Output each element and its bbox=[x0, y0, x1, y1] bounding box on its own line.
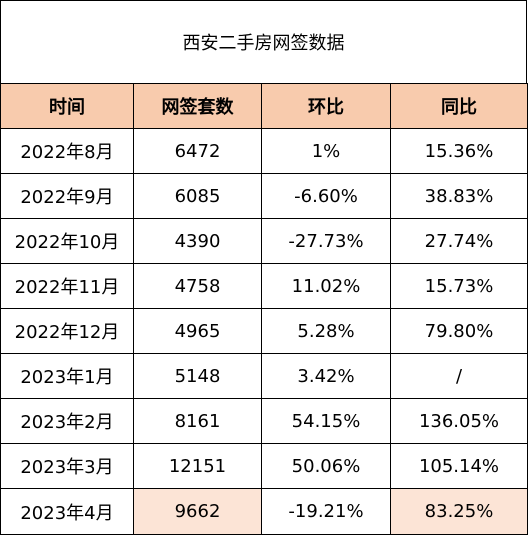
table-row: 2023年2月 8161 54.15% 136.05% bbox=[0, 398, 528, 444]
cell-yoy[interactable]: / bbox=[390, 353, 528, 399]
cell-yoy[interactable]: 15.36% bbox=[390, 128, 528, 174]
table-row: 2022年12月 4965 5.28% 79.80% bbox=[0, 308, 528, 354]
cell-time[interactable]: 2023年2月 bbox=[0, 398, 134, 444]
cell-yoy[interactable]: 136.05% bbox=[390, 398, 528, 444]
header-mom[interactable]: 环比 bbox=[261, 83, 391, 129]
cell-mom[interactable]: -27.73% bbox=[261, 218, 391, 264]
cell-yoy[interactable]: 105.14% bbox=[390, 443, 528, 489]
cell-mom[interactable]: -19.21% bbox=[261, 488, 391, 535]
data-table: 时间 网签套数 环比 同比 2022年8月 6472 1% 15.36% 202… bbox=[0, 83, 528, 535]
cell-count[interactable]: 6472 bbox=[133, 128, 262, 174]
header-count[interactable]: 网签套数 bbox=[133, 83, 262, 129]
cell-mom[interactable]: 5.28% bbox=[261, 308, 391, 354]
cell-yoy[interactable]: 38.83% bbox=[390, 173, 528, 219]
cell-mom[interactable]: -6.60% bbox=[261, 173, 391, 219]
cell-mom[interactable]: 50.06% bbox=[261, 443, 391, 489]
header-time[interactable]: 时间 bbox=[0, 83, 134, 129]
cell-count[interactable]: 8161 bbox=[133, 398, 262, 444]
table-row: 2022年11月 4758 11.02% 15.73% bbox=[0, 263, 528, 309]
table-row: 2023年3月 12151 50.06% 105.14% bbox=[0, 443, 528, 489]
cell-mom[interactable]: 1% bbox=[261, 128, 391, 174]
table-row: 2023年1月 5148 3.42% / bbox=[0, 353, 528, 399]
header-row: 时间 网签套数 环比 同比 bbox=[0, 83, 528, 129]
cell-count[interactable]: 12151 bbox=[133, 443, 262, 489]
cell-yoy[interactable]: 79.80% bbox=[390, 308, 528, 354]
cell-count-highlighted[interactable]: 9662 bbox=[133, 488, 262, 535]
cell-time[interactable]: 2022年10月 bbox=[0, 218, 134, 264]
table-row: 2022年8月 6472 1% 15.36% bbox=[0, 128, 528, 174]
cell-time[interactable]: 2022年12月 bbox=[0, 308, 134, 354]
cell-count[interactable]: 6085 bbox=[133, 173, 262, 219]
table-row: 2022年9月 6085 -6.60% 38.83% bbox=[0, 173, 528, 219]
cell-count[interactable]: 4758 bbox=[133, 263, 262, 309]
cell-count[interactable]: 4390 bbox=[133, 218, 262, 264]
cell-time[interactable]: 2023年1月 bbox=[0, 353, 134, 399]
cell-yoy-highlighted[interactable]: 83.25% bbox=[390, 488, 528, 535]
cell-count[interactable]: 4965 bbox=[133, 308, 262, 354]
header-yoy[interactable]: 同比 bbox=[390, 83, 528, 129]
cell-time[interactable]: 2022年11月 bbox=[0, 263, 134, 309]
cell-mom[interactable]: 54.15% bbox=[261, 398, 391, 444]
cell-yoy[interactable]: 27.74% bbox=[390, 218, 528, 264]
table-row-highlighted: 2023年4月 9662 -19.21% 83.25% bbox=[0, 488, 528, 535]
cell-time[interactable]: 2023年3月 bbox=[0, 443, 134, 489]
table-row: 2022年10月 4390 -27.73% 27.74% bbox=[0, 218, 528, 264]
cell-yoy[interactable]: 15.73% bbox=[390, 263, 528, 309]
cell-mom[interactable]: 11.02% bbox=[261, 263, 391, 309]
cell-time[interactable]: 2022年9月 bbox=[0, 173, 134, 219]
cell-count[interactable]: 5148 bbox=[133, 353, 262, 399]
cell-time[interactable]: 2023年4月 bbox=[0, 488, 134, 535]
table-title: 西安二手房网签数据 bbox=[0, 0, 527, 83]
cell-mom[interactable]: 3.42% bbox=[261, 353, 391, 399]
cell-time[interactable]: 2022年8月 bbox=[0, 128, 134, 174]
